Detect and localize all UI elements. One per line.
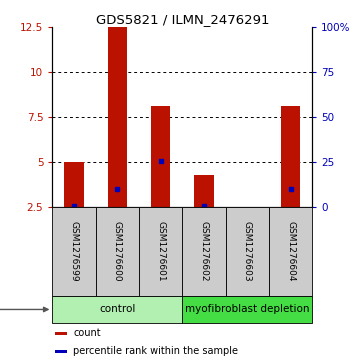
Text: GSM1276601: GSM1276601 [156, 221, 165, 282]
Text: control: control [99, 305, 135, 314]
FancyBboxPatch shape [139, 207, 182, 296]
Text: GSM1276599: GSM1276599 [70, 221, 78, 282]
FancyBboxPatch shape [52, 296, 182, 323]
Text: GSM1276604: GSM1276604 [286, 221, 295, 282]
Bar [281, 106, 300, 207]
Text: protocol: protocol [0, 305, 48, 314]
FancyBboxPatch shape [226, 207, 269, 296]
Bar [55, 350, 68, 353]
Bar [194, 175, 214, 207]
FancyBboxPatch shape [52, 207, 96, 296]
Title: GDS5821 / ILMN_2476291: GDS5821 / ILMN_2476291 [96, 13, 269, 26]
FancyBboxPatch shape [182, 207, 226, 296]
FancyBboxPatch shape [96, 207, 139, 296]
Bar [55, 332, 68, 335]
Text: GSM1276600: GSM1276600 [113, 221, 122, 282]
Text: count: count [73, 328, 101, 338]
FancyBboxPatch shape [182, 296, 312, 323]
FancyBboxPatch shape [269, 207, 312, 296]
Text: GSM1276602: GSM1276602 [200, 221, 208, 282]
Bar [108, 27, 127, 207]
Text: GSM1276603: GSM1276603 [243, 221, 252, 282]
Text: percentile rank within the sample: percentile rank within the sample [73, 346, 238, 356]
Bar [64, 162, 84, 207]
Text: myofibroblast depletion: myofibroblast depletion [185, 305, 309, 314]
Bar [151, 106, 170, 207]
